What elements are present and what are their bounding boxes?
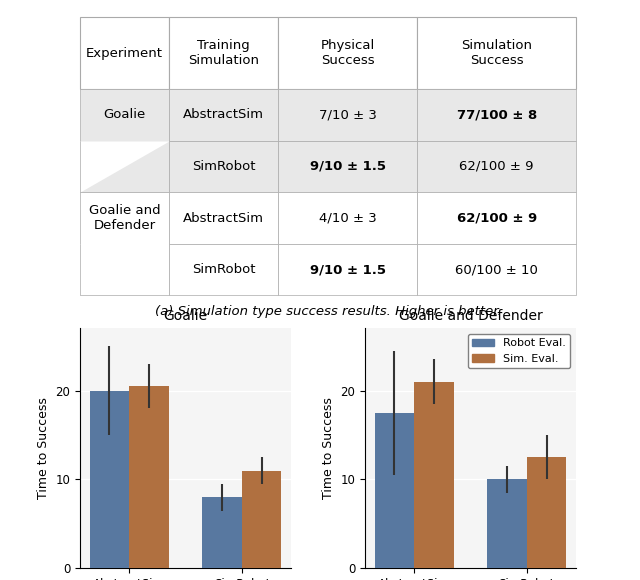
Bar	[414, 382, 454, 568]
Text: (a) Simulation type success results. Higher is better.: (a) Simulation type success results. Hig…	[155, 305, 501, 318]
Title: Goalie: Goalie	[163, 309, 207, 323]
Title: Goalie and Defender: Goalie and Defender	[399, 309, 542, 323]
Y-axis label: Time to Success: Time to Success	[37, 397, 50, 499]
Bar	[242, 470, 282, 568]
Bar	[527, 457, 566, 568]
Y-axis label: Time to Success: Time to Success	[322, 397, 335, 499]
Bar	[202, 497, 242, 568]
Bar	[374, 413, 414, 568]
Bar	[488, 480, 527, 568]
Bar	[90, 390, 129, 568]
Bar	[129, 386, 168, 568]
Legend: Robot Eval., Sim. Eval.: Robot Eval., Sim. Eval.	[468, 334, 570, 368]
